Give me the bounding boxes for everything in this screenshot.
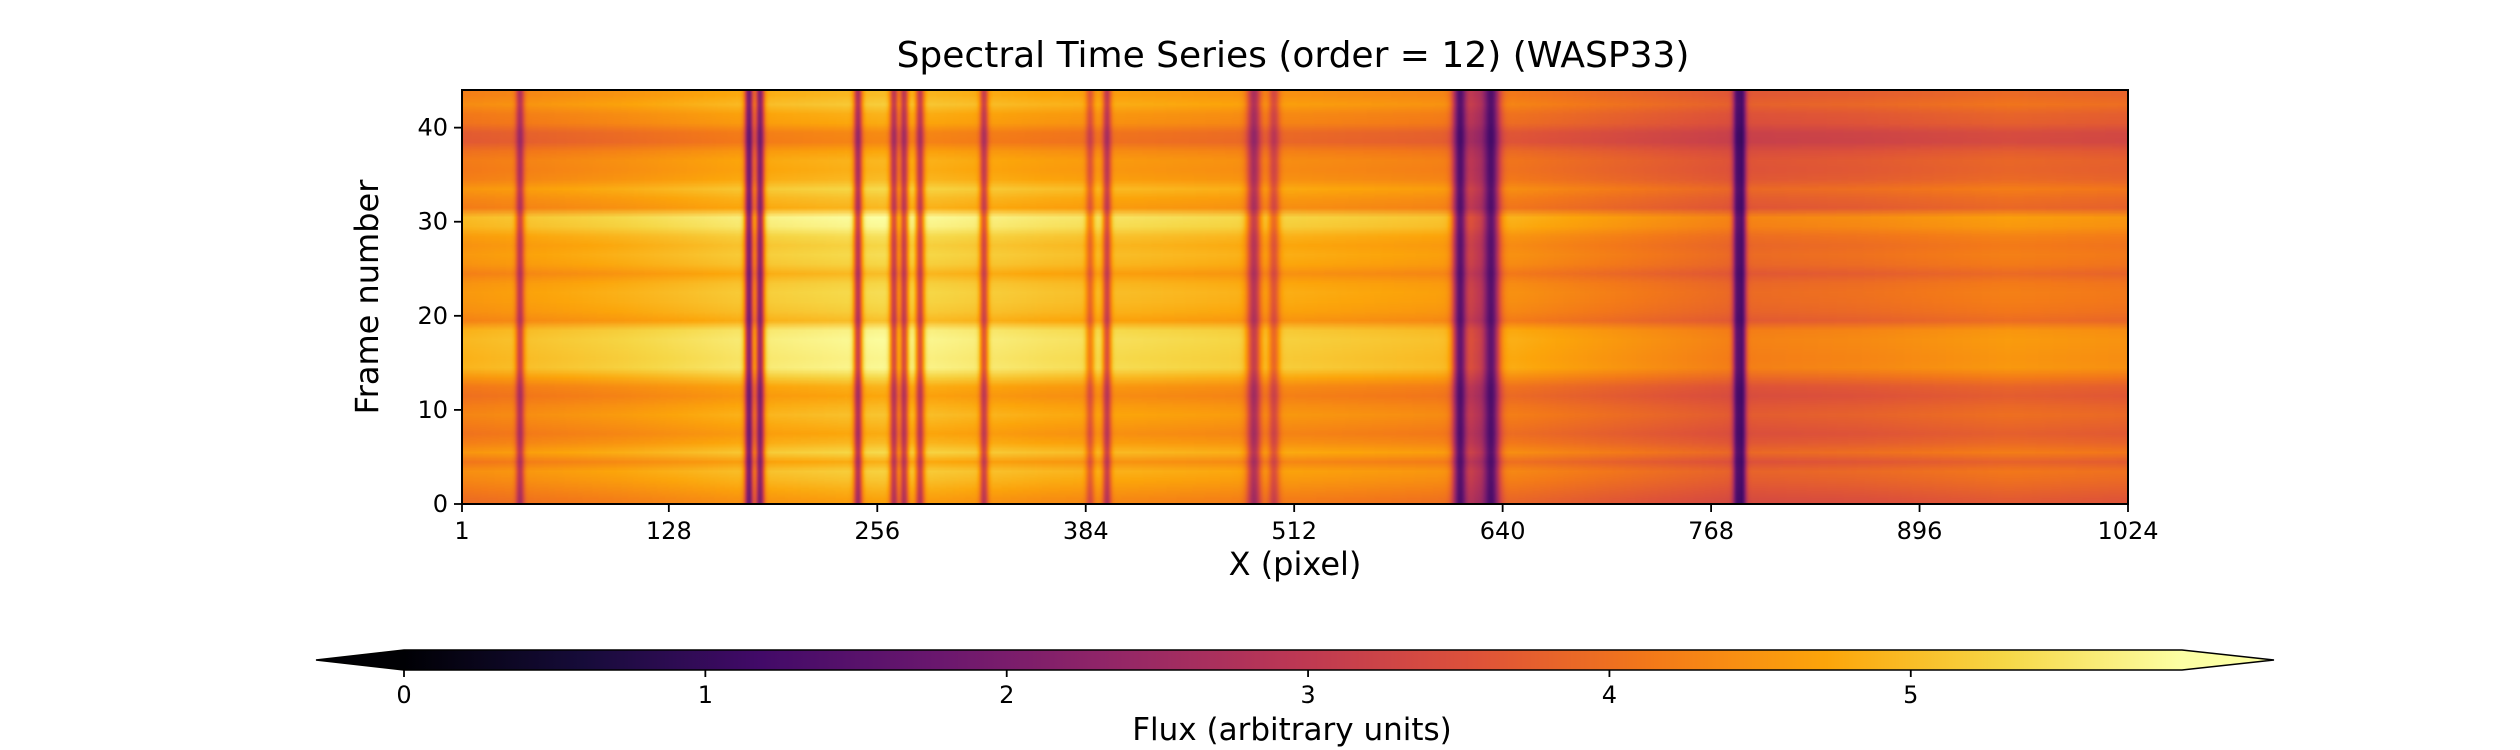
y-tick-label: 20 [417,302,448,330]
x-tick-label: 256 [854,517,900,545]
colorbar-extend-high [2182,650,2274,670]
x-tick-label: 640 [1480,517,1526,545]
y-axis-ticks: 0 10 20 30 40 [417,114,462,518]
colorbar-tick-label: 3 [1300,681,1315,709]
colorbar: 0 1 2 3 4 5 [315,649,2275,709]
x-tick-label: 384 [1063,517,1109,545]
y-tick-label: 10 [417,396,448,424]
x-tick-label: 1024 [2097,517,2158,545]
colorbar-tick-label: 5 [1903,681,1918,709]
y-tick-label: 0 [433,490,448,518]
chart-title: Spectral Time Series (order = 12) (WASP3… [897,35,1690,76]
x-tick-label: 896 [1897,517,1943,545]
colorbar-gradient [404,650,2182,670]
y-axis-label: Frame number [348,179,386,415]
heatmap-raster [462,90,2128,504]
x-tick-label: 768 [1688,517,1734,545]
colorbar-ticks: 0 1 2 3 4 5 [396,670,1918,709]
colorbar-outline [315,649,2275,671]
x-tick-label: 512 [1271,517,1317,545]
colorbar-tick-label: 0 [396,681,411,709]
y-tick-label: 30 [417,208,448,236]
x-axis-label: X (pixel) [1229,545,1362,583]
x-axis-ticks: 1 128 256 384 512 640 768 896 1024 [454,504,2159,545]
colorbar-label: Flux (arbitrary units) [1132,712,1452,748]
colorbar-extend-low [316,650,404,670]
x-tick-label: 128 [646,517,692,545]
colorbar-tick-label: 2 [999,681,1014,709]
x-tick-label: 1 [454,517,469,545]
colorbar-tick-label: 4 [1602,681,1617,709]
colorbar-tick-label: 1 [698,681,713,709]
y-tick-label: 40 [417,114,448,142]
heatmap-image [462,90,2128,504]
